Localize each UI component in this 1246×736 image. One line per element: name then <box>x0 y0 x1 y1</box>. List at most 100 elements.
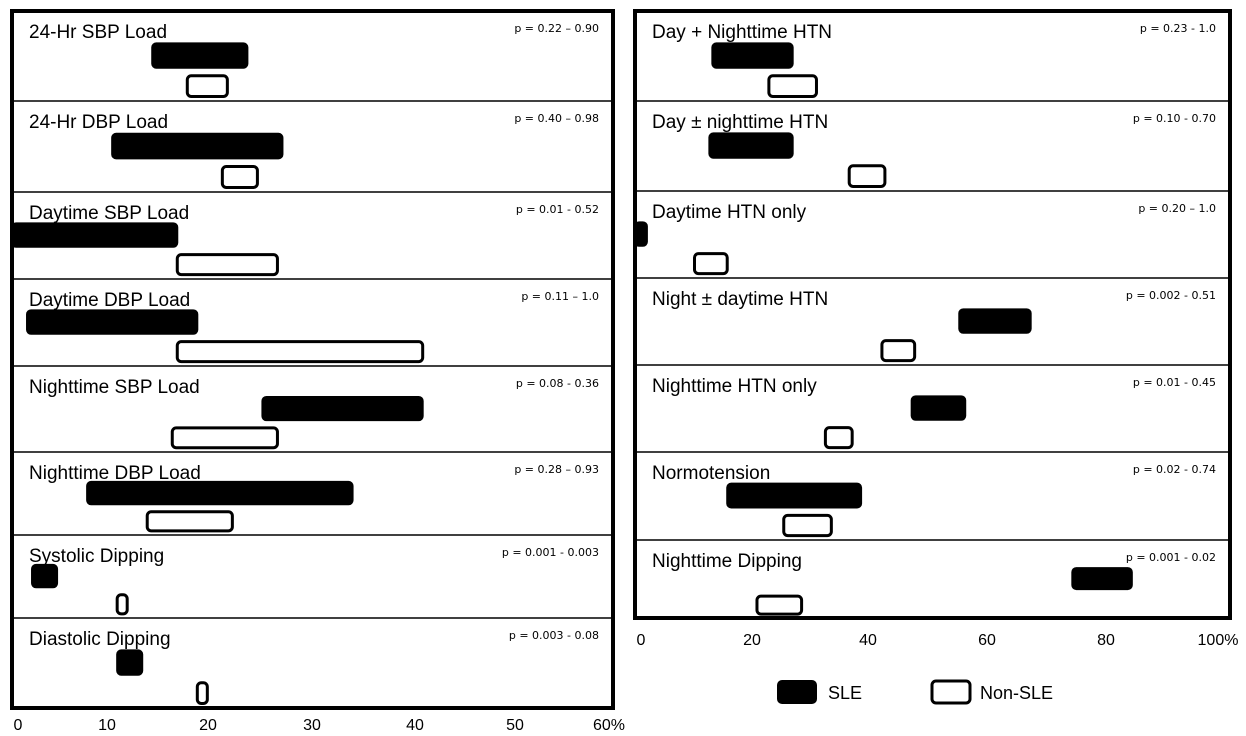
non-sle-bar <box>880 339 917 363</box>
p-value-label: p = 0.10 - 0.70 <box>1133 112 1216 125</box>
x-tick-label: 30 <box>303 717 321 734</box>
sle-bar <box>726 482 863 509</box>
panel-right: Day + Nighttime HTN p = 0.23 - 1.0 Day ± n… <box>633 9 1239 649</box>
x-axis-ticks-left: 0 10 20 30 40 50 60% <box>14 717 625 734</box>
row-label: Nighttime HTN only <box>652 376 817 397</box>
p-value-label: p = 0.40 – 0.98 <box>514 112 599 125</box>
legend: SLE Non-SLE <box>777 679 1053 705</box>
p-value-label: p = 0.003 - 0.08 <box>509 629 599 642</box>
p-value-label: p = 0.11 – 1.0 <box>521 290 599 303</box>
non-sle-bar <box>823 426 854 450</box>
sle-bar <box>111 132 284 160</box>
row-label: Systolic Dipping <box>29 546 164 567</box>
row-label: Day ± nighttime HTN <box>652 112 828 133</box>
panel-frame <box>10 9 615 710</box>
legend-label-sle: SLE <box>828 683 862 703</box>
p-value-label: p = 0.002 - 0.51 <box>1126 289 1216 302</box>
x-tick-label: 100% <box>1198 632 1239 649</box>
x-tick-label: 0 <box>637 632 646 649</box>
sle-bar <box>151 42 249 69</box>
non-sle-bar <box>220 165 259 189</box>
sle-bar <box>86 480 354 506</box>
legend-label-non-sle: Non-SLE <box>980 683 1053 703</box>
non-sle-bar <box>782 513 833 538</box>
non-sle-bar <box>115 593 129 616</box>
row-label: Nighttime DBP Load <box>29 463 201 484</box>
row-right-4: Nighttime HTN only p = 0.01 - 0.45 <box>635 364 1230 450</box>
p-value-label: p = 0.23 - 1.0 <box>1140 22 1216 35</box>
sle-bar <box>708 132 794 159</box>
sle-bar <box>711 42 794 69</box>
non-sle-bar <box>170 426 279 450</box>
row-label: Diastolic Dipping <box>29 629 171 650</box>
p-value-label: p = 0.20 – 1.0 <box>1138 202 1216 215</box>
row-left-3: Daytime DBP Load p = 0.11 – 1.0 <box>12 278 613 364</box>
row-label: 24-Hr SBP Load <box>29 22 167 43</box>
panel-left: 24-Hr SBP Load p = 0.22 – 0.90 24-Hr DBP L… <box>10 9 625 734</box>
x-tick-label: 20 <box>199 717 217 734</box>
x-axis-ticks-right: 0 20 40 60 80 100% <box>637 632 1239 649</box>
row-left-6: Systolic Dipping p = 0.001 - 0.003 <box>12 534 613 616</box>
x-tick-label: 50 <box>506 717 524 734</box>
row-left-5: Nighttime DBP Load p = 0.28 – 0.93 <box>12 451 613 533</box>
row-left-2: Daytime SBP Load p = 0.01 - 0.52 <box>11 191 613 277</box>
p-value-label: p = 0.01 - 0.52 <box>516 203 599 216</box>
non-sle-bar <box>145 510 234 533</box>
row-right-6: Nighttime Dipping p = 0.001 - 0.02 <box>635 539 1230 616</box>
row-left-4: Nighttime SBP Load p = 0.08 - 0.36 <box>12 365 613 450</box>
row-label: Daytime SBP Load <box>29 203 189 224</box>
row-right-5: Normotension p = 0.02 - 0.74 <box>635 451 1230 538</box>
sle-bar <box>11 222 179 248</box>
row-left-0: 24-Hr SBP Load p = 0.22 – 0.90 <box>29 22 599 99</box>
sle-bar <box>1071 567 1133 591</box>
p-value-label: p = 0.001 - 0.003 <box>502 546 599 559</box>
panel-frame <box>633 9 1232 620</box>
non-sle-bar <box>767 74 818 99</box>
sle-bar <box>958 308 1032 334</box>
non-sle-bar <box>175 340 425 364</box>
x-tick-label: 60 <box>978 632 996 649</box>
row-label: 24-Hr DBP Load <box>29 112 168 133</box>
x-tick-label: 60% <box>593 717 625 734</box>
p-value-label: p = 0.22 – 0.90 <box>514 22 599 35</box>
legend-swatch-non-sle <box>930 679 972 705</box>
row-left-1: 24-Hr DBP Load p = 0.40 – 0.98 <box>12 100 613 189</box>
p-value-label: p = 0.08 - 0.36 <box>516 377 599 390</box>
non-sle-bar <box>175 253 279 277</box>
non-sle-bar <box>847 164 887 189</box>
row-label: Nighttime SBP Load <box>29 377 200 398</box>
sle-bar <box>634 221 648 247</box>
row-right-2: Daytime HTN only p = 0.20 – 1.0 <box>634 190 1230 276</box>
row-right-3: Night ± daytime HTN p = 0.002 - 0.51 <box>635 277 1230 363</box>
x-tick-label: 0 <box>14 717 23 734</box>
sle-bar <box>31 563 59 589</box>
sle-bar <box>261 395 424 422</box>
row-label: Daytime DBP Load <box>29 290 190 311</box>
non-sle-bar <box>693 252 729 276</box>
legend-swatch-sle <box>777 680 817 704</box>
p-value-label: p = 0.02 - 0.74 <box>1133 463 1216 476</box>
non-sle-bar <box>185 74 229 99</box>
row-label: Normotension <box>652 463 770 484</box>
non-sle-bar <box>195 681 209 705</box>
row-right-1: Day ± nighttime HTN p = 0.10 - 0.70 <box>635 100 1230 189</box>
row-label: Nighttime Dipping <box>652 551 802 572</box>
row-label: Night ± daytime HTN <box>652 289 828 310</box>
sle-bar <box>26 309 199 335</box>
p-value-label: p = 0.28 – 0.93 <box>514 463 599 476</box>
x-tick-label: 40 <box>859 632 877 649</box>
x-tick-label: 20 <box>743 632 761 649</box>
non-sle-bar <box>755 594 804 616</box>
p-value-label: p = 0.001 - 0.02 <box>1126 551 1216 564</box>
x-tick-label: 10 <box>98 717 116 734</box>
sle-bar <box>910 395 967 421</box>
row-label: Daytime HTN only <box>652 202 807 223</box>
x-tick-label: 40 <box>406 717 424 734</box>
row-right-0: Day + Nighttime HTN p = 0.23 - 1.0 <box>652 22 1216 99</box>
sle-bar <box>116 649 144 676</box>
row-label: Day + Nighttime HTN <box>652 22 832 43</box>
x-tick-label: 80 <box>1097 632 1115 649</box>
row-left-7: Diastolic Dipping p = 0.003 - 0.08 <box>12 617 613 705</box>
p-value-label: p = 0.01 - 0.45 <box>1133 376 1216 389</box>
